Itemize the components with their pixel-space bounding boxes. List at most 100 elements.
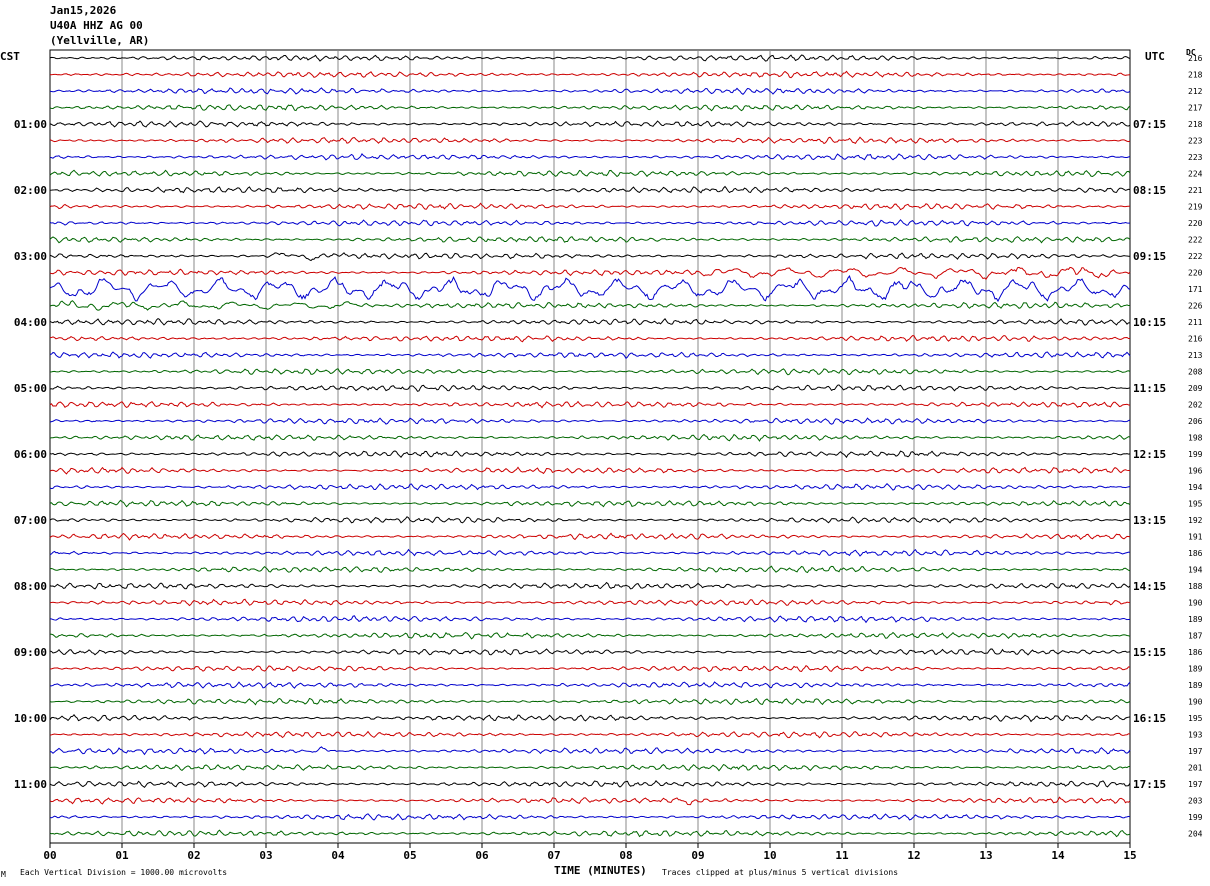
dc-offset-label: 199 (1188, 450, 1203, 459)
dc-offset-label: 208 (1188, 368, 1203, 377)
cst-hour-label: 06:00 (14, 448, 47, 461)
dc-offset-label: 219 (1188, 203, 1203, 212)
cst-hour-label: 07:00 (14, 514, 47, 527)
trace-line (49, 450, 1131, 459)
x-tick-label: 07 (547, 849, 560, 862)
dc-offset-label: 190 (1188, 599, 1203, 608)
trace-line (49, 368, 1131, 376)
trace-line (49, 697, 1131, 706)
dc-offset-label: 186 (1188, 648, 1203, 657)
dc-offset-label: 194 (1188, 483, 1203, 492)
cst-hour-label: 09:00 (14, 646, 47, 659)
x-tick-label: 02 (187, 849, 200, 862)
cst-hour-label: 02:00 (14, 184, 47, 197)
utc-hour-label: 07:15 (1133, 118, 1166, 131)
trace-line (49, 681, 1131, 689)
dc-offset-label: 197 (1188, 747, 1203, 756)
trace-line (49, 120, 1131, 128)
chart-station: U40A HHZ AG 00 (50, 19, 143, 32)
dc-offset-label: 222 (1188, 252, 1203, 261)
trace-line (49, 417, 1131, 425)
trace-line (49, 499, 1131, 508)
trace-line (49, 516, 1131, 524)
trace-line (49, 152, 1131, 161)
x-tick-label: 06 (475, 849, 489, 862)
dc-offset-label: 195 (1188, 714, 1203, 723)
trace-line (49, 615, 1131, 624)
trace-line (49, 730, 1131, 739)
x-tick-label: 03 (259, 849, 272, 862)
utc-hour-label: 13:15 (1133, 514, 1166, 527)
dc-offset-label: 196 (1188, 467, 1203, 476)
dc-offset-label: 206 (1188, 417, 1203, 426)
cst-hour-label: 11:00 (14, 778, 47, 791)
trace-line (49, 483, 1131, 491)
dc-offset-label: 223 (1188, 153, 1203, 162)
utc-hour-label: 15:15 (1133, 646, 1166, 659)
trace-line (49, 202, 1131, 211)
utc-hour-label: 12:15 (1133, 448, 1166, 461)
dc-offset-label: 190 (1188, 698, 1203, 707)
trace-line (49, 466, 1131, 475)
utc-hour-label: 09:15 (1133, 250, 1166, 263)
dc-offset-label: 221 (1188, 186, 1203, 195)
trace-line (49, 334, 1131, 343)
trace-line (49, 169, 1131, 178)
cst-hour-label: 10:00 (14, 712, 47, 725)
trace-line (49, 185, 1131, 194)
dc-offset-label: 191 (1188, 533, 1203, 542)
dc-offset-label: 216 (1188, 335, 1203, 344)
dc-offset-label: 186 (1188, 549, 1203, 558)
utc-label: UTC (1145, 50, 1165, 63)
dc-offset-label: 193 (1188, 731, 1203, 740)
cst-hour-label: 05:00 (14, 382, 47, 395)
trace-line (49, 433, 1131, 442)
dc-offset-label: 213 (1188, 351, 1203, 360)
trace-line (49, 70, 1131, 79)
dc-offset-label: 194 (1188, 566, 1203, 575)
chart-date: Jan15,2026 (50, 4, 117, 17)
trace-line (49, 763, 1131, 772)
x-tick-label: 05 (403, 849, 416, 862)
plot-frame (49, 49, 1131, 844)
x-tick-label: 09 (691, 849, 704, 862)
trace-line (49, 631, 1131, 640)
dc-offset-label: 220 (1188, 219, 1203, 228)
dc-offset-label: 209 (1188, 384, 1203, 393)
dc-offset-label: 222 (1188, 236, 1203, 245)
x-tick-label: 11 (835, 849, 849, 862)
clip-note: Traces clipped at plus/minus 5 vertical … (662, 868, 899, 877)
vertical-division-note: Each Vertical Division = 1000.00 microvo… (20, 868, 228, 877)
trace-line (49, 532, 1131, 541)
dc-offset-label: 188 (1188, 582, 1203, 591)
dc-offset-label: 212 (1188, 87, 1203, 96)
dc-offset-label: 216 (1188, 54, 1203, 63)
dc-offset-label: 211 (1188, 318, 1203, 327)
dc-offset-label: 226 (1188, 302, 1203, 311)
dc-offset-label: 201 (1188, 764, 1203, 773)
trace-line (49, 384, 1131, 392)
trace-line (49, 136, 1131, 145)
cst-hour-label: 08:00 (14, 580, 47, 593)
x-tick-label: 01 (115, 849, 129, 862)
trace-line (49, 266, 1131, 281)
trace-line (49, 581, 1131, 590)
dc-offset-label: 187 (1188, 632, 1203, 641)
x-tick-label: 04 (331, 849, 345, 862)
dc-offset-label: 189 (1188, 615, 1203, 624)
utc-hour-label: 17:15 (1133, 778, 1166, 791)
trace-line (49, 54, 1131, 62)
dc-offset-label: 189 (1188, 681, 1203, 690)
cst-label: CST (0, 50, 20, 63)
dc-offset-label: 204 (1188, 830, 1203, 839)
utc-hour-label: 11:15 (1133, 382, 1166, 395)
dc-offset-label: 202 (1188, 401, 1203, 410)
trace-line (49, 714, 1131, 723)
trace-line (49, 665, 1131, 673)
trace-line (49, 565, 1131, 574)
trace-line (49, 548, 1131, 557)
x-tick-label: 00 (43, 849, 56, 862)
dc-offset-label: 224 (1188, 170, 1203, 179)
cst-hour-label: 04:00 (14, 316, 47, 329)
